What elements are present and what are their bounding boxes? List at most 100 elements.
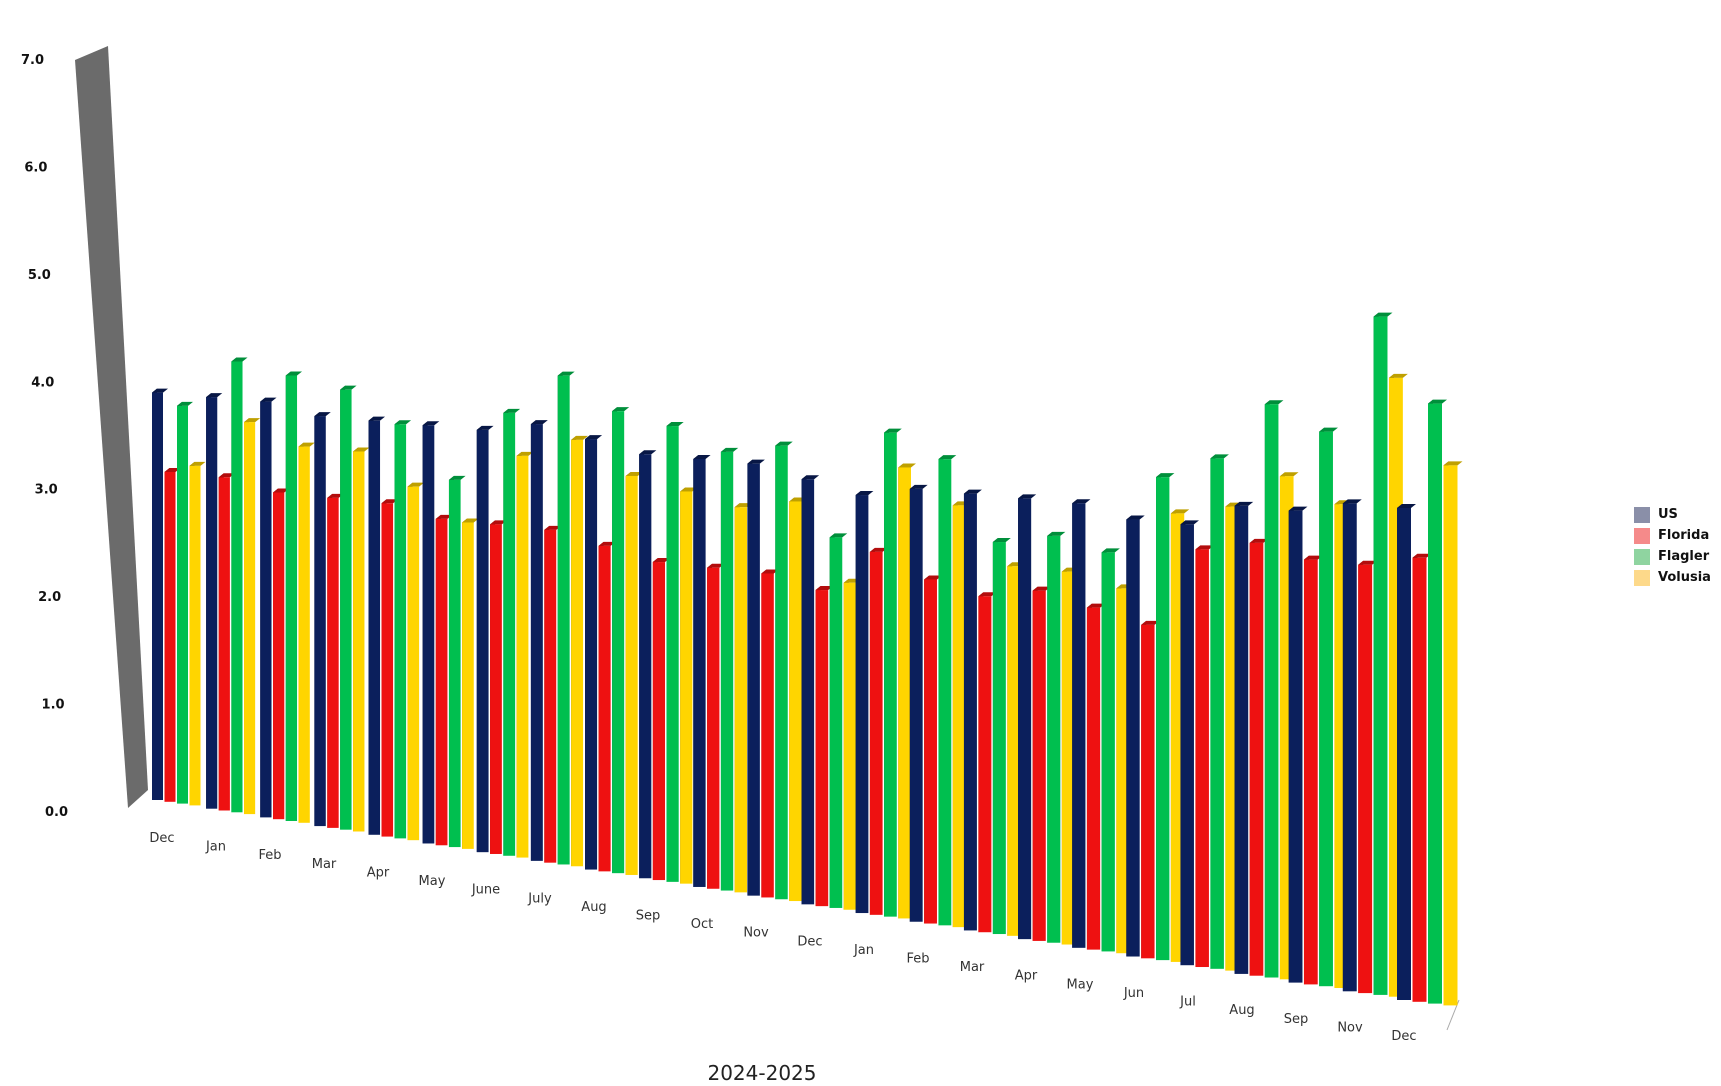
bar-florida — [544, 525, 562, 863]
bar-flagler — [503, 408, 521, 856]
bar-top — [1101, 548, 1120, 553]
bar-flagler — [1210, 454, 1229, 969]
bar-front — [516, 455, 529, 858]
bar-top — [1373, 312, 1393, 317]
x-tick-label: Apr — [1015, 969, 1038, 984]
bar-florida — [924, 575, 942, 924]
bar-us — [747, 459, 765, 896]
bar-front — [244, 422, 256, 815]
bar-volusia — [789, 497, 807, 902]
bar-us — [314, 412, 331, 827]
legend-item-flagler[interactable]: Flagler — [1634, 546, 1711, 567]
bar-volusia — [952, 501, 971, 928]
legend-item-florida[interactable]: Florida — [1634, 525, 1711, 546]
bar-florida — [978, 592, 997, 933]
bar-front — [164, 472, 176, 802]
bar-top — [1342, 499, 1362, 504]
bar-front — [625, 475, 638, 875]
bar-front — [368, 420, 381, 835]
legend-swatch — [1634, 569, 1650, 586]
y-tick-label: 0.0 — [45, 805, 68, 820]
bar-top — [503, 408, 521, 413]
bar-top — [938, 455, 957, 460]
bar-front — [938, 459, 952, 926]
bar-top — [1319, 427, 1338, 432]
bar-top — [1397, 504, 1416, 508]
bar-volusia — [843, 578, 862, 910]
bar-flagler — [992, 538, 1011, 935]
bar-volusia — [1443, 461, 1463, 1006]
bar-us — [585, 435, 603, 870]
bar-top — [1126, 515, 1145, 520]
bar-top — [775, 441, 793, 446]
bar-front — [544, 529, 557, 863]
bar-front — [448, 479, 461, 848]
bar-top — [407, 482, 425, 487]
bar-volusia — [462, 518, 479, 849]
bar-florida — [652, 558, 671, 881]
bar-flagler — [1101, 548, 1120, 952]
bar-front — [152, 392, 163, 800]
bar-front — [1156, 477, 1170, 961]
legend-item-us[interactable]: US — [1634, 504, 1711, 525]
bar-us — [801, 475, 820, 905]
bar-front — [327, 497, 339, 828]
x-tick-label: Aug — [1229, 1003, 1254, 1018]
x-tick-label: Mar — [312, 857, 337, 872]
bar-volusia — [734, 503, 753, 893]
bar-us — [1288, 506, 1308, 983]
bar-top — [462, 518, 479, 523]
bar-top — [1156, 473, 1175, 478]
bar-top — [476, 425, 494, 430]
bar-flagler — [1319, 427, 1338, 987]
bar-front — [734, 507, 748, 893]
bar-front — [585, 439, 598, 870]
bar-front — [218, 477, 230, 811]
bar-top — [1358, 560, 1378, 565]
bar-front — [1101, 552, 1115, 952]
bar-front — [1428, 403, 1442, 1004]
bar-front — [1180, 524, 1194, 966]
legend-item-volusia[interactable]: Volusia — [1634, 567, 1711, 588]
bar-front — [503, 412, 516, 856]
bar-front — [189, 465, 201, 806]
bars — [152, 312, 1463, 1006]
bar-front — [1047, 535, 1061, 943]
bar-us — [1180, 520, 1199, 966]
x-tick-label: Dec — [797, 934, 822, 949]
bar-us — [152, 388, 168, 800]
bar-top — [693, 454, 711, 459]
bar-front — [884, 432, 897, 917]
bar-florida — [1358, 560, 1378, 994]
bar-front — [1443, 465, 1458, 1006]
bar-top — [189, 461, 206, 466]
bar-front — [869, 551, 883, 915]
bar-front — [1288, 510, 1303, 983]
legend-label: Florida — [1658, 528, 1710, 543]
bar-front — [314, 416, 326, 827]
y-tick-label: 2.0 — [38, 590, 61, 605]
x-tick-label: Nov — [743, 926, 769, 941]
bar-front — [829, 537, 843, 908]
bar-top — [1032, 586, 1051, 591]
bar-flagler — [285, 371, 303, 821]
bar-us — [639, 450, 657, 879]
bar-volusia — [1116, 584, 1135, 954]
bar-volusia — [625, 471, 643, 875]
y-tick-label: 1.0 — [42, 698, 65, 713]
x-tick-label: Jun — [1123, 986, 1144, 1001]
bar-top — [1141, 620, 1160, 625]
bar-front — [1007, 566, 1021, 936]
bar-top — [381, 499, 399, 504]
bar-top — [273, 488, 290, 493]
bar-front — [612, 411, 625, 874]
bar-front — [273, 492, 285, 820]
bar-top — [394, 420, 412, 425]
bar-front — [177, 405, 188, 804]
x-tick-label: July — [527, 891, 552, 906]
y-tick-label: 6.0 — [24, 160, 47, 175]
bar-front — [394, 424, 407, 839]
bar-front — [1072, 503, 1086, 948]
bar-florida — [218, 473, 235, 811]
bar-top — [963, 489, 982, 494]
